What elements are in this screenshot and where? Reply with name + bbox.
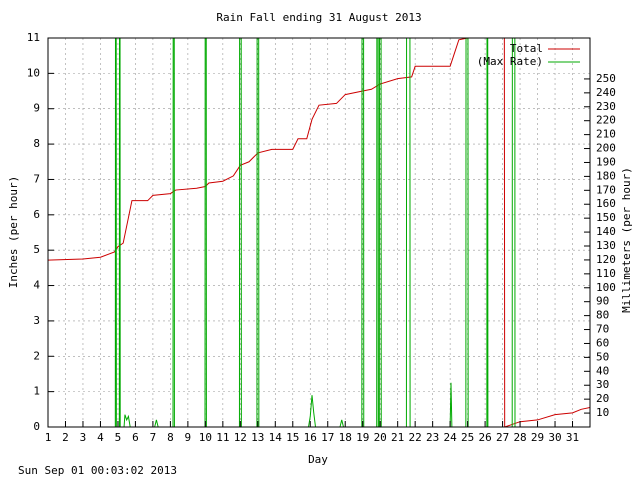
y-tick-label: 2 — [33, 349, 40, 362]
x-tick-label: 24 — [444, 431, 458, 444]
x-tick-label: 17 — [321, 431, 334, 444]
y2-tick-label: 160 — [596, 197, 616, 210]
y2-tick-label: 150 — [596, 211, 616, 224]
y-tick-label: 7 — [33, 172, 40, 185]
y2-tick-label: 180 — [596, 169, 616, 182]
y-tick-label: 8 — [33, 137, 40, 150]
x-tick-label: 29 — [531, 431, 544, 444]
y2-tick-label: 240 — [596, 86, 616, 99]
timestamp: Sun Sep 01 00:03:02 2013 — [18, 464, 177, 477]
y-tick-label: 9 — [33, 102, 40, 115]
y-tick-label: 10 — [27, 66, 40, 79]
x-tick-label: 10 — [199, 431, 212, 444]
x-tick-label: 2 — [62, 431, 69, 444]
x-tick-label: 9 — [185, 431, 192, 444]
y-tick-label: 3 — [33, 314, 40, 327]
x-tick-label: 13 — [251, 431, 264, 444]
x-tick-label: 1 — [45, 431, 52, 444]
y-tick-label: 5 — [33, 243, 40, 256]
y2-tick-label: 40 — [596, 364, 609, 377]
x-tick-label: 18 — [339, 431, 352, 444]
y2-tick-label: 90 — [596, 295, 609, 308]
x-tick-label: 6 — [132, 431, 139, 444]
x-tick-label: 16 — [304, 431, 317, 444]
series-line — [48, 38, 590, 427]
y2-tick-label: 120 — [596, 253, 616, 266]
chart-title: Rain Fall ending 31 August 2013 — [216, 11, 421, 24]
x-tick-label: 19 — [356, 431, 369, 444]
x-tick-label: 25 — [461, 431, 474, 444]
y-tick-label: 0 — [33, 420, 40, 433]
x-tick-label: 26 — [478, 431, 491, 444]
x-tick-label: 8 — [167, 431, 174, 444]
y2-tick-label: 60 — [596, 336, 609, 349]
y2-tick-label: 250 — [596, 72, 616, 85]
y-tick-label: 1 — [33, 385, 40, 398]
y2-tick-label: 100 — [596, 281, 616, 294]
y2-tick-label: 70 — [596, 323, 609, 336]
x-tick-label: 15 — [286, 431, 299, 444]
x-tick-label: 27 — [496, 431, 509, 444]
x-axis-label: Day — [308, 453, 328, 466]
y-axis-label: Inches (per hour) — [7, 176, 20, 289]
y2-tick-label: 30 — [596, 378, 609, 391]
x-tick-label: 31 — [566, 431, 579, 444]
x-tick-label: 11 — [216, 431, 229, 444]
y2-tick-label: 130 — [596, 239, 616, 252]
legend-label: Total — [510, 42, 543, 55]
x-tick-label: 28 — [513, 431, 526, 444]
y2-tick-label: 170 — [596, 183, 616, 196]
x-tick-label: 30 — [548, 431, 561, 444]
x-tick-label: 4 — [97, 431, 104, 444]
y2-tick-label: 140 — [596, 225, 616, 238]
y2-axis-label: Millimeters (per hour) — [620, 167, 633, 313]
legend-label: (Max Rate) — [477, 55, 543, 68]
x-tick-label: 12 — [234, 431, 247, 444]
y2-tick-label: 200 — [596, 142, 616, 155]
x-tick-label: 5 — [115, 431, 122, 444]
y2-tick-label: 10 — [596, 406, 609, 419]
y2-tick-label: 220 — [596, 114, 616, 127]
y-tick-label: 4 — [33, 279, 40, 292]
x-tick-label: 7 — [150, 431, 157, 444]
x-tick-label: 23 — [426, 431, 439, 444]
y2-tick-label: 190 — [596, 155, 616, 168]
plot-area — [48, 38, 590, 427]
x-tick-label: 14 — [269, 431, 283, 444]
series-line — [48, 38, 590, 427]
y2-tick-label: 50 — [596, 350, 609, 363]
y2-tick-label: 210 — [596, 128, 616, 141]
y2-tick-label: 230 — [596, 100, 616, 113]
x-tick-label: 22 — [409, 431, 422, 444]
x-tick-label: 21 — [391, 431, 404, 444]
y2-tick-label: 80 — [596, 309, 609, 322]
y-tick-label: 11 — [27, 31, 40, 44]
x-tick-label: 20 — [374, 431, 387, 444]
y2-tick-label: 110 — [596, 267, 616, 280]
y2-tick-label: 20 — [596, 392, 609, 405]
x-tick-label: 3 — [80, 431, 87, 444]
y-tick-label: 6 — [33, 208, 40, 221]
